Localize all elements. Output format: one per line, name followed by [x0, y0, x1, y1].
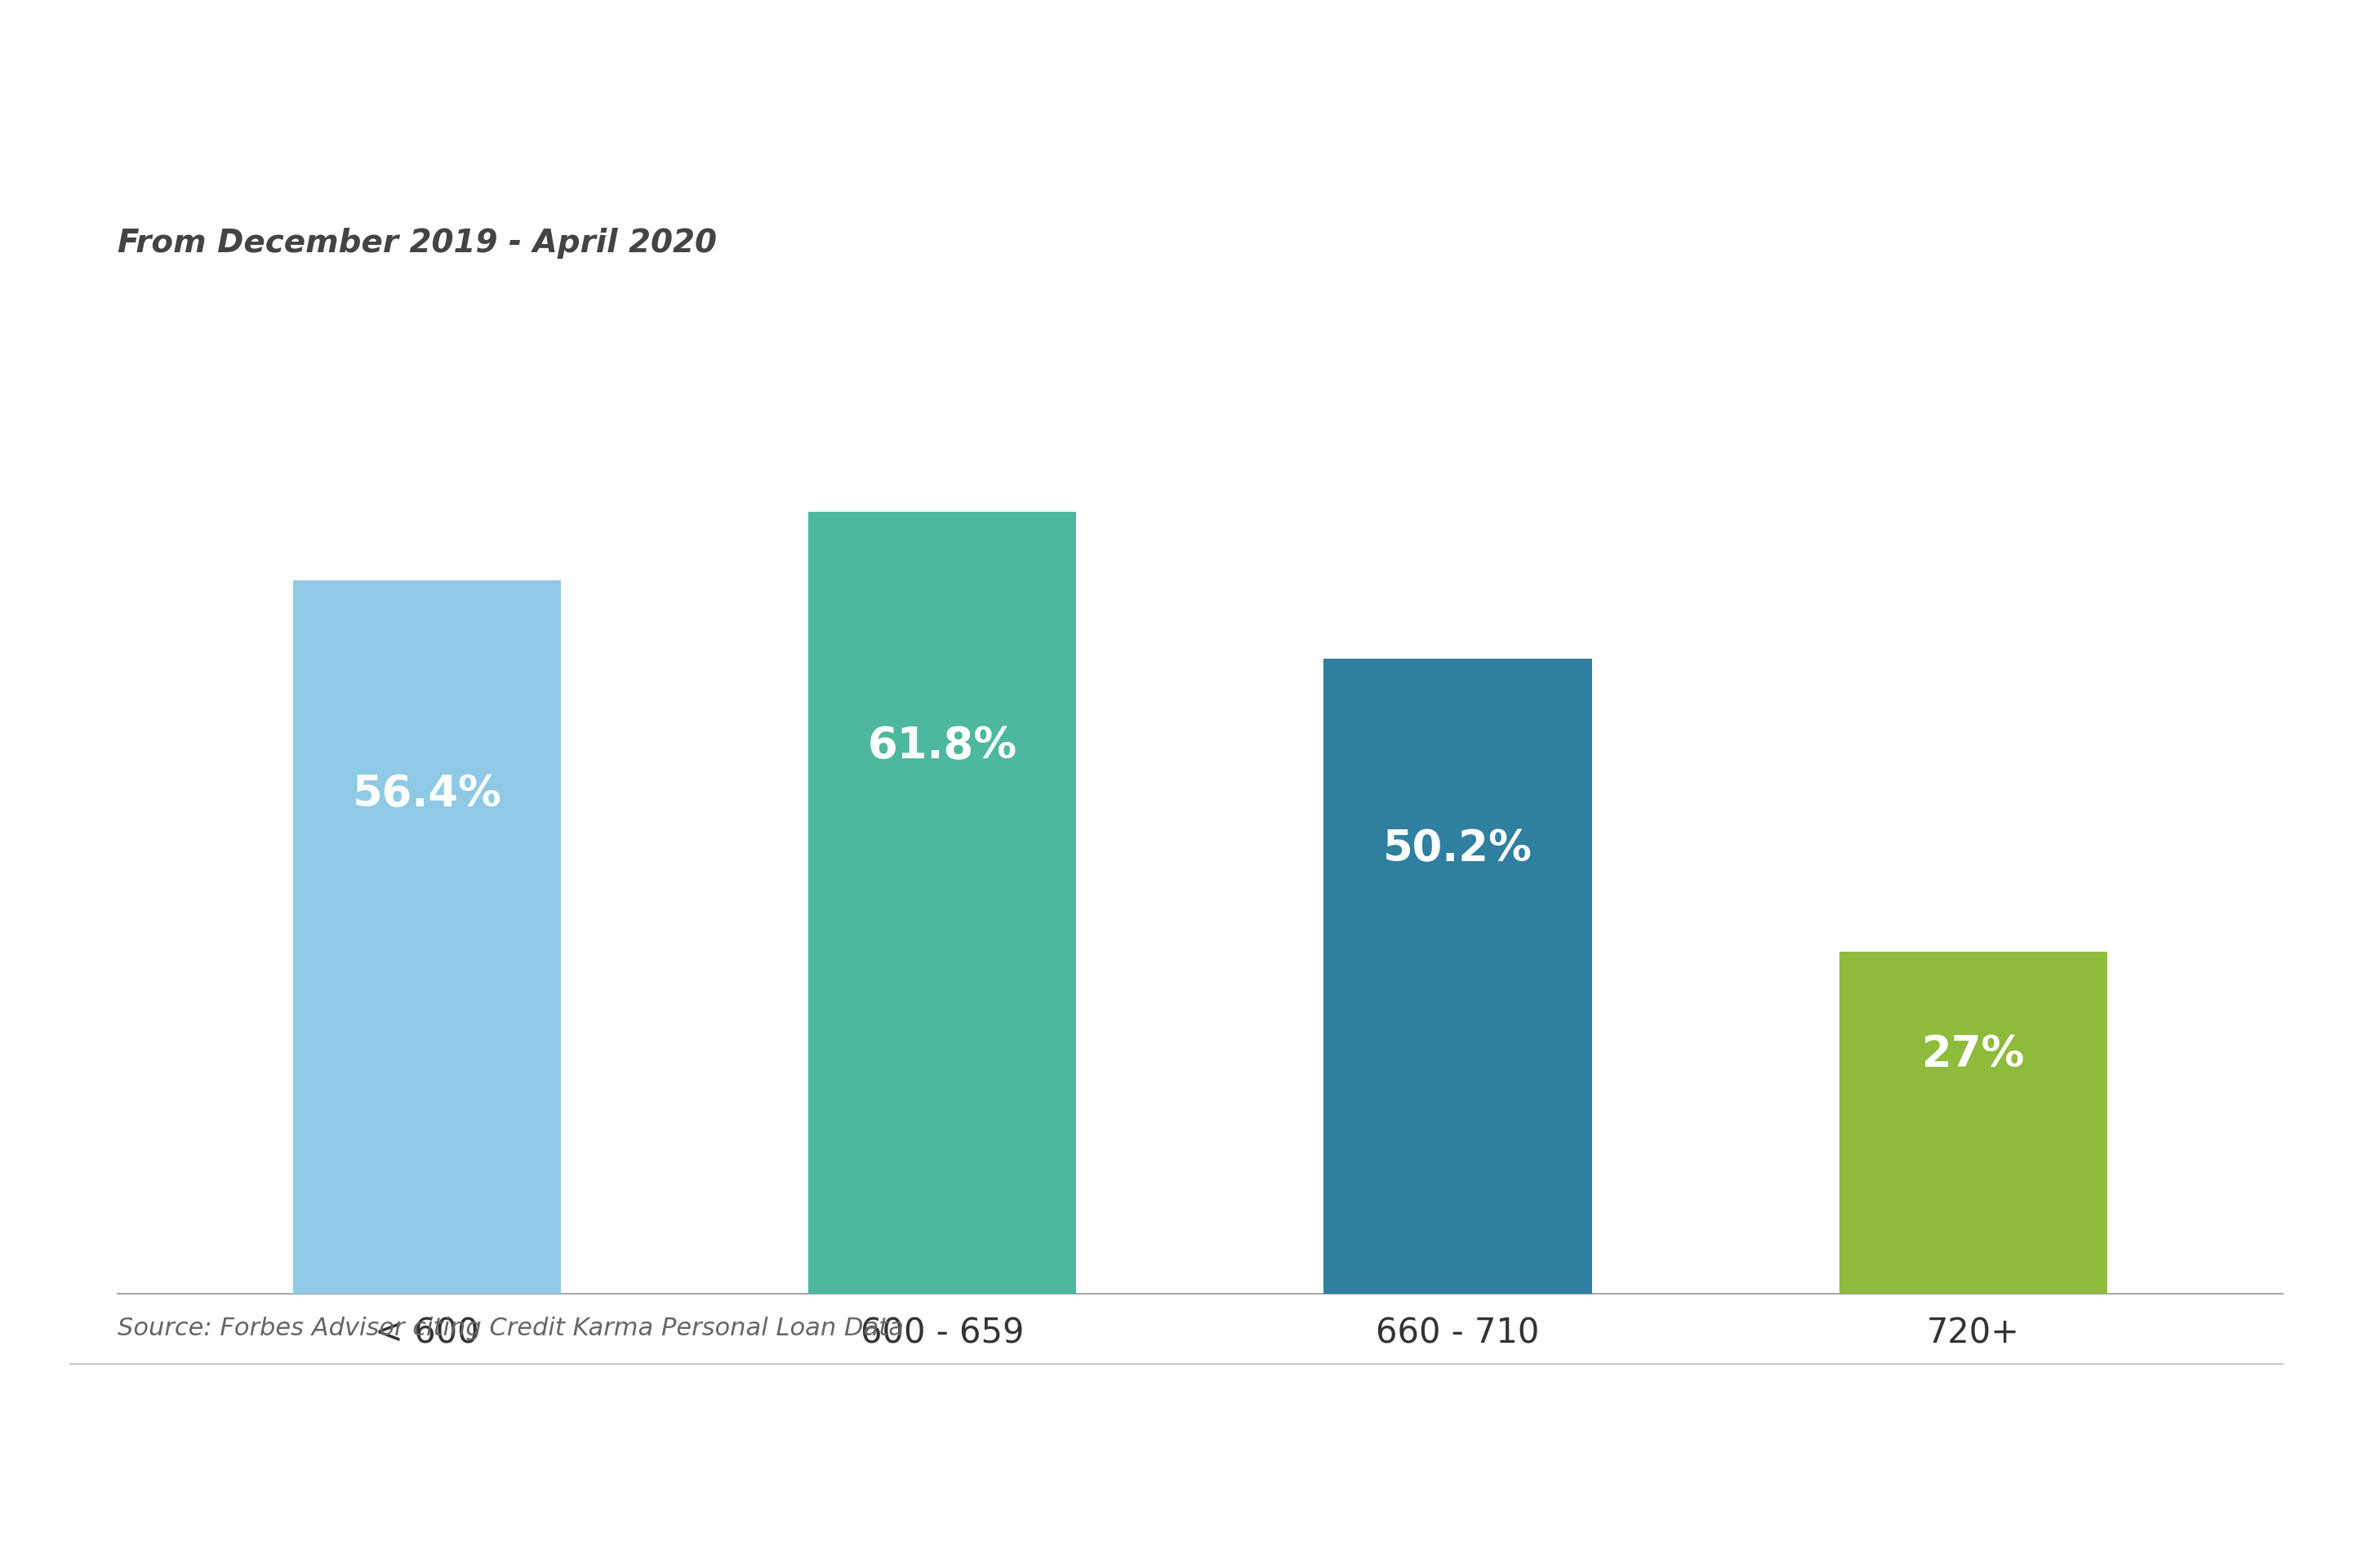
Text: 56.4%: 56.4%: [353, 773, 501, 815]
Text: Source: Forbes Advisor citing Credit Karma Personal Loan Data: Source: Forbes Advisor citing Credit Kar…: [118, 1317, 904, 1341]
Text: % DECLINE IN ORIGINATIONS BY CREDIT SCORE RANGE: % DECLINE IN ORIGINATIONS BY CREDIT SCOR…: [374, 56, 1979, 108]
Bar: [292, 580, 560, 1294]
Text: 61.8%: 61.8%: [868, 726, 1016, 768]
Text: 27%: 27%: [1922, 1033, 2024, 1076]
Bar: [1325, 659, 1591, 1294]
Bar: [1840, 952, 2108, 1294]
Bar: [809, 511, 1075, 1294]
Text: 50.2%: 50.2%: [1384, 828, 1532, 870]
Text: From December 2019 - April 2020: From December 2019 - April 2020: [118, 227, 718, 259]
